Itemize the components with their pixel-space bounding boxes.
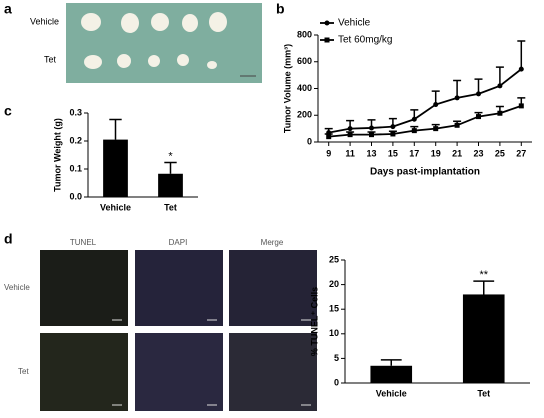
- error-bar: [164, 161, 177, 174]
- bar: [103, 139, 128, 197]
- column-label: Merge: [261, 238, 284, 247]
- error-bar: [109, 118, 122, 140]
- significance-label: **: [479, 269, 488, 281]
- x-tick-label: Tet: [164, 202, 177, 212]
- legend-label: Vehicle: [338, 18, 371, 29]
- x-tick-label: Tet: [477, 388, 490, 398]
- x-tick-label: 11: [345, 148, 355, 158]
- series-line: [328, 68, 522, 134]
- y-axis-label: % TUNEL⁺ Cells: [309, 287, 319, 356]
- x-tick-label: Vehicle: [100, 202, 131, 212]
- x-tick-label: 27: [516, 148, 526, 158]
- panel-label: c: [4, 103, 12, 119]
- point: [497, 83, 503, 89]
- error-bar: [517, 40, 526, 70]
- y-axis-label: Tumor Weight (g): [52, 118, 62, 192]
- point: [497, 110, 503, 116]
- row-label: Vehicle: [30, 16, 59, 26]
- micrograph: [135, 333, 223, 411]
- legend-marker: [324, 37, 330, 43]
- micrograph: [229, 333, 317, 411]
- micrograph: [229, 250, 317, 326]
- x-tick-label: Vehicle: [376, 388, 407, 398]
- micrograph: [40, 333, 128, 411]
- panel-label: b: [276, 1, 285, 17]
- y-tick-label: 400: [297, 83, 312, 93]
- y-tick-label: 0: [307, 136, 312, 146]
- micrograph: [135, 250, 223, 326]
- y-tick-label: 15: [329, 304, 339, 314]
- bar: [462, 294, 505, 383]
- point: [518, 66, 524, 72]
- error-bar: [380, 359, 402, 366]
- point: [411, 128, 417, 134]
- point: [369, 132, 374, 138]
- significance-label: *: [168, 150, 173, 162]
- tumor-photo: [66, 3, 262, 83]
- error-bar: [495, 66, 504, 86]
- bar: [370, 365, 413, 383]
- x-tick-label: 19: [431, 148, 441, 158]
- y-tick-label: 800: [297, 29, 312, 39]
- x-tick-label: 17: [409, 148, 419, 158]
- error-bar: [453, 79, 462, 98]
- row-label: Tet: [44, 54, 57, 64]
- point: [326, 134, 332, 140]
- y-tick-label: 0.1: [69, 163, 82, 173]
- point: [347, 132, 353, 138]
- y-tick-label: 0: [334, 377, 339, 387]
- point: [454, 122, 460, 128]
- column-label: TUNEL: [70, 238, 97, 247]
- point: [411, 116, 417, 122]
- legend-marker: [324, 20, 330, 26]
- point: [369, 125, 374, 131]
- point: [476, 114, 481, 120]
- panel-label: d: [4, 231, 13, 247]
- y-axis-label: Tumor Volume (mm³): [282, 44, 292, 133]
- x-tick-label: 13: [366, 148, 376, 158]
- point: [433, 102, 439, 108]
- point: [347, 126, 353, 132]
- panel-label: a: [4, 1, 12, 17]
- y-tick-label: 20: [329, 279, 339, 289]
- x-tick-label: 9: [326, 148, 331, 158]
- tumors: [81, 12, 227, 69]
- point: [433, 126, 439, 132]
- point: [518, 103, 524, 109]
- micrograph: [40, 250, 128, 326]
- x-tick-label: 15: [388, 148, 398, 158]
- point: [454, 95, 460, 101]
- y-tick-label: 10: [329, 328, 339, 338]
- column-label: DAPI: [169, 238, 188, 247]
- point: [390, 124, 396, 130]
- y-tick-label: 600: [297, 56, 312, 66]
- row-label: Tet: [18, 367, 29, 376]
- error-bar: [473, 280, 495, 295]
- y-tick-label: 0.0: [69, 191, 82, 201]
- series-line: [328, 105, 522, 138]
- micrographs: [40, 250, 317, 411]
- point: [476, 91, 481, 97]
- legend-label: Tet 60mg/kg: [338, 35, 392, 46]
- y-tick-label: 0.2: [69, 135, 82, 145]
- x-tick-label: 25: [495, 148, 505, 158]
- x-axis-label: Days past-implantation: [370, 167, 480, 178]
- y-tick-label: 200: [297, 110, 312, 120]
- row-label: Vehicle: [4, 283, 30, 292]
- bar: [158, 173, 183, 197]
- x-tick-label: 23: [473, 148, 483, 158]
- x-tick-label: 21: [452, 148, 462, 158]
- y-tick-label: 25: [329, 254, 339, 264]
- point: [390, 131, 396, 137]
- y-tick-label: 5: [334, 353, 339, 363]
- y-tick-label: 0.3: [69, 107, 82, 117]
